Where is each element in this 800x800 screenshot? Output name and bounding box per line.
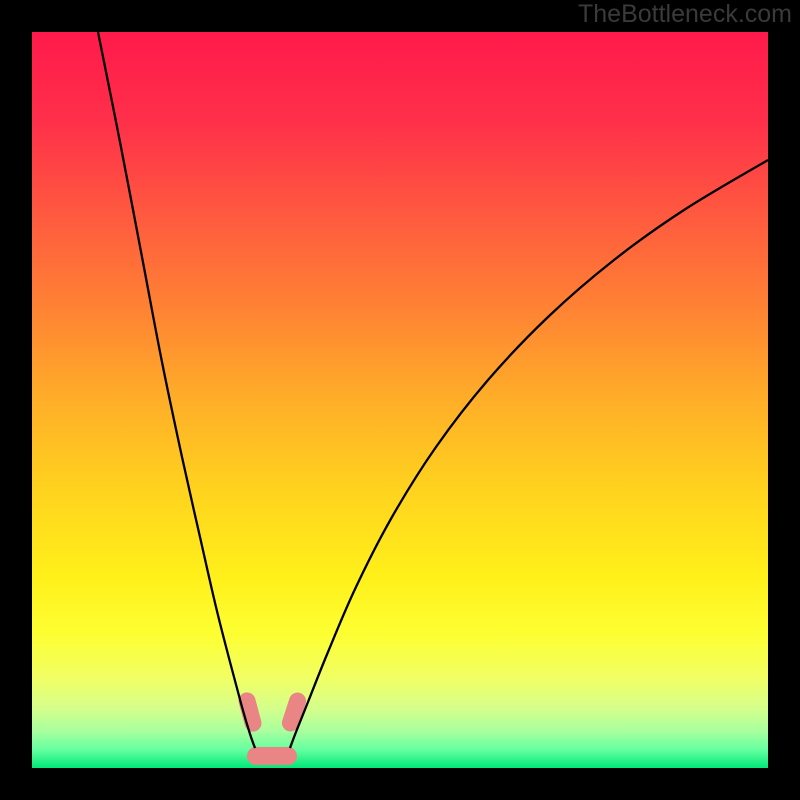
plot-svg (32, 32, 768, 768)
attribution-text: TheBottleneck.com (578, 0, 792, 29)
gradient-background (32, 32, 768, 768)
plot-area (32, 32, 768, 768)
stage: TheBottleneck.com (0, 0, 800, 800)
highlight-blob (247, 747, 297, 765)
